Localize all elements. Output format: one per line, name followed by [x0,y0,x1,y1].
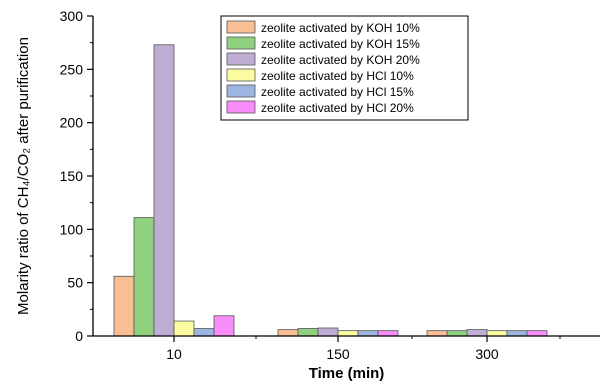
bar-6-10 [213,315,235,337]
bars-layer [113,44,548,337]
x-tick-label: 10 [166,346,182,362]
y-axis-title: Molarity ratio of CH₄/CO₂ after purifica… [15,37,32,315]
y-tick-label: 300 [60,8,84,24]
y-tick-label: 0 [75,328,83,344]
bar-4-150 [337,330,359,337]
bar-1-10 [113,275,135,337]
x-tick-label: 300 [475,346,499,362]
bar-3-10 [153,44,175,337]
bar-5-300 [506,330,528,337]
legend: zeolite activated by KOH 10% zeolite acti… [220,15,469,121]
y-tick-label: 50 [67,275,83,291]
legend-swatch [226,100,256,114]
bar-1-300 [426,330,448,337]
bar-3-150 [317,327,339,337]
x-tick-label: 150 [326,346,350,362]
bar-2-150 [297,328,319,337]
legend-label: zeolite activated by HCl 20% [261,101,414,115]
legend-swatch [226,68,256,82]
bar-6-150 [377,330,399,337]
legend-label: zeolite activated by HCl 10% [261,69,414,83]
legend-swatch [226,36,256,50]
bar-1-150 [277,329,299,337]
bar-5-10 [193,328,215,337]
legend-label: zeolite activated by KOH 10% [261,21,420,35]
bar-2-300 [446,330,468,337]
legend-label: zeolite activated by KOH 15% [261,37,420,51]
y-tick-label: 200 [60,115,84,131]
legend-swatch [226,20,256,34]
x-axis-title: Time (min) [309,365,385,382]
legend-box [220,15,469,121]
legend-swatch [226,84,256,98]
bar-4-10 [173,320,195,337]
bar-4-300 [486,330,508,337]
legend-label: zeolite activated by KOH 20% [261,53,420,67]
legend-swatch [226,52,256,66]
y-tick-label: 250 [60,61,84,77]
axes-layer: 0 50 100 150 200 250 300 10 150 300 [60,8,600,362]
bar-3-300 [466,329,488,337]
y-tick-label: 100 [60,221,84,237]
bar-6-300 [526,330,548,337]
bar-2-10 [133,217,155,337]
y-tick-label: 150 [60,168,84,184]
bar-5-150 [357,330,379,337]
legend-label: zeolite activated by HCl 15% [261,85,414,99]
